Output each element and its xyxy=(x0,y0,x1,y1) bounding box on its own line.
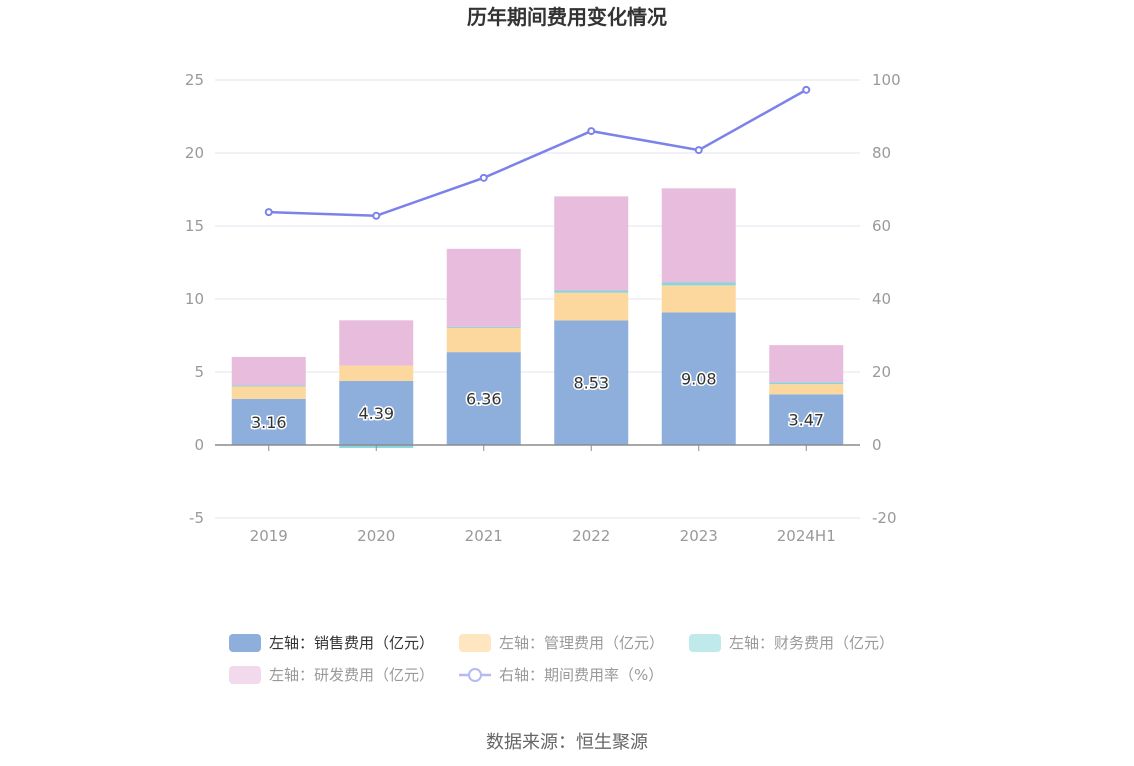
right-tick-label: 40 xyxy=(872,290,891,308)
source-note: 数据来源：恒生聚源 xyxy=(486,732,648,753)
data-labels: 3.16 4.39 6.36 8.53 9.08 3.47 xyxy=(249,368,825,433)
bar-3-4 xyxy=(661,188,736,283)
rate-line-path xyxy=(268,88,807,218)
bar-value-label: 9.08 xyxy=(681,370,717,389)
right-axis-ticks: -20 0 20 40 60 80 100 xyxy=(872,71,901,527)
legend-label: 左轴：管理费用（亿元） xyxy=(499,634,664,652)
bar-1-5 xyxy=(769,384,844,395)
legend-marker-icon xyxy=(468,668,482,682)
rate-point-5 xyxy=(802,85,811,94)
rate-point-3 xyxy=(587,127,596,136)
legend-swatch-icon xyxy=(229,634,261,652)
bar-2-2 xyxy=(446,326,521,328)
rate-point-0 xyxy=(264,208,273,217)
legend[interactable]: 左轴：销售费用（亿元） 左轴：管理费用（亿元） 左轴：财务费用（亿元） 左轴：研发费用… xyxy=(229,634,894,684)
bar-1-4 xyxy=(661,285,736,313)
legend-swatch-icon xyxy=(689,634,721,652)
grid xyxy=(215,79,860,519)
right-tick-label: 80 xyxy=(872,144,891,162)
bar-0-4 xyxy=(661,312,736,445)
x-tick-label: 2021 xyxy=(465,527,503,545)
x-tick-label: 2023 xyxy=(680,527,718,545)
bar-2-0 xyxy=(231,385,306,387)
left-tick-label: 5 xyxy=(194,363,204,381)
right-tick-label: 20 xyxy=(872,363,891,381)
bar-value-label: 4.39 xyxy=(358,404,394,423)
x-tick-label: 2024H1 xyxy=(777,527,836,545)
legend-swatch-icon xyxy=(459,634,491,652)
left-tick-label: 10 xyxy=(185,290,204,308)
right-tick-label: 60 xyxy=(872,217,891,235)
x-tick-label: 2022 xyxy=(572,527,610,545)
right-tick-label: 0 xyxy=(872,436,882,454)
bar-2-3 xyxy=(554,290,629,293)
legend-item-1[interactable]: 左轴：管理费用（亿元） xyxy=(459,634,664,652)
legend-label: 左轴：销售费用（亿元） xyxy=(269,634,434,652)
x-axis: 2019 2020 2021 2022 2023 2024H1 xyxy=(215,444,860,545)
bars xyxy=(231,188,844,448)
bar-value-label: 8.53 xyxy=(573,374,609,393)
bar-2-4 xyxy=(661,282,736,286)
x-tick-label: 2019 xyxy=(250,527,288,545)
rate-point-1 xyxy=(372,211,381,220)
legend-item-2[interactable]: 左轴：财务费用（亿元） xyxy=(689,634,894,652)
left-axis-ticks: -5 0 5 10 15 20 25 xyxy=(185,71,204,527)
legend-item-0[interactable]: 左轴：销售费用（亿元） xyxy=(229,634,434,652)
legend-item-3[interactable]: 左轴：研发费用（亿元） xyxy=(229,666,434,684)
rate-point-2 xyxy=(479,173,488,182)
bar-1-0 xyxy=(231,385,306,399)
bar-0-3 xyxy=(554,320,629,445)
bar-1-2 xyxy=(446,327,521,353)
bar-0-1 xyxy=(339,380,414,445)
legend-swatch-icon xyxy=(229,666,261,684)
bar-0-0 xyxy=(231,398,306,445)
left-tick-label: 15 xyxy=(185,217,204,235)
bar-value-label: 3.47 xyxy=(788,411,824,430)
bar-0-5 xyxy=(769,394,844,445)
legend-label: 右轴：期间费用率（%） xyxy=(499,666,663,684)
rate-point-4 xyxy=(694,146,703,155)
bar-3-0 xyxy=(231,356,306,386)
right-tick-label: -20 xyxy=(872,509,897,527)
bar-0-2 xyxy=(446,352,521,445)
left-tick-label: -5 xyxy=(189,509,204,527)
chart-title: 历年期间费用变化情况 xyxy=(467,5,667,29)
right-tick-label: 100 xyxy=(872,71,901,89)
left-tick-label: 20 xyxy=(185,144,204,162)
legend-label: 左轴：研发费用（亿元） xyxy=(269,666,434,684)
bar-3-1 xyxy=(339,320,414,366)
rate-line xyxy=(264,85,811,220)
bar-value-label: 3.16 xyxy=(251,413,287,432)
bar-1-1 xyxy=(339,365,414,381)
bar-1-3 xyxy=(554,292,629,321)
bar-3-3 xyxy=(554,196,629,291)
legend-label: 左轴：财务费用（亿元） xyxy=(729,634,894,652)
bar-2-5 xyxy=(769,382,844,385)
left-tick-label: 0 xyxy=(194,436,204,454)
legend-item-4[interactable]: 右轴：期间费用率（%） xyxy=(459,666,663,684)
left-tick-label: 25 xyxy=(185,71,204,89)
bar-3-2 xyxy=(446,248,521,327)
bar-value-label: 6.36 xyxy=(466,390,502,409)
x-tick-label: 2020 xyxy=(357,527,395,545)
bar-3-5 xyxy=(769,345,844,383)
